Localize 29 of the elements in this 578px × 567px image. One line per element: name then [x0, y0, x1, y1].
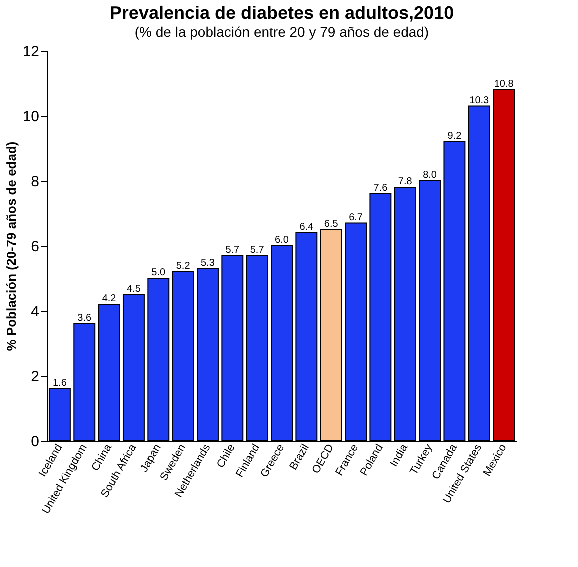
y-tick-label: 2 [31, 368, 40, 386]
y-tick-label: 6 [31, 238, 40, 256]
data-label: 6.7 [349, 212, 364, 224]
data-label: 9.2 [448, 131, 462, 142]
data-label: 7.6 [374, 183, 388, 194]
data-label: 5.2 [176, 261, 191, 272]
data-label: 8.0 [423, 170, 438, 181]
data-label: 5.7 [226, 244, 240, 256]
data-label: 10.8 [494, 79, 514, 90]
data-label: 5.3 [201, 258, 216, 269]
data-label: 10.3 [470, 95, 490, 106]
data-label: 7.8 [398, 176, 413, 188]
data-label: 1.6 [53, 378, 68, 389]
data-label: 4.2 [102, 294, 117, 304]
chart-title: Prevalencia de diabetes en adultos,2010 [110, 3, 454, 23]
data-label: 5.0 [152, 268, 166, 278]
data-label: 6.4 [300, 222, 314, 233]
data-label: 4.5 [127, 284, 142, 295]
data-label: 6.5 [324, 218, 339, 230]
data-label: 6.0 [275, 235, 290, 246]
y-tick-label: 4 [31, 304, 40, 320]
y-axis-title: % Población (20-79 años de edad) [4, 142, 19, 352]
chart-subtitle: (% de la población entre 20 y 79 años de edad) [134, 24, 430, 40]
y-tick-label: 12 [22, 44, 40, 60]
data-label: 5.7 [250, 244, 265, 256]
data-label: 3.6 [78, 313, 92, 324]
y-tick-label: 10 [22, 108, 40, 126]
y-tick-label: 0 [31, 434, 40, 450]
y-tick-label: 8 [31, 174, 40, 190]
